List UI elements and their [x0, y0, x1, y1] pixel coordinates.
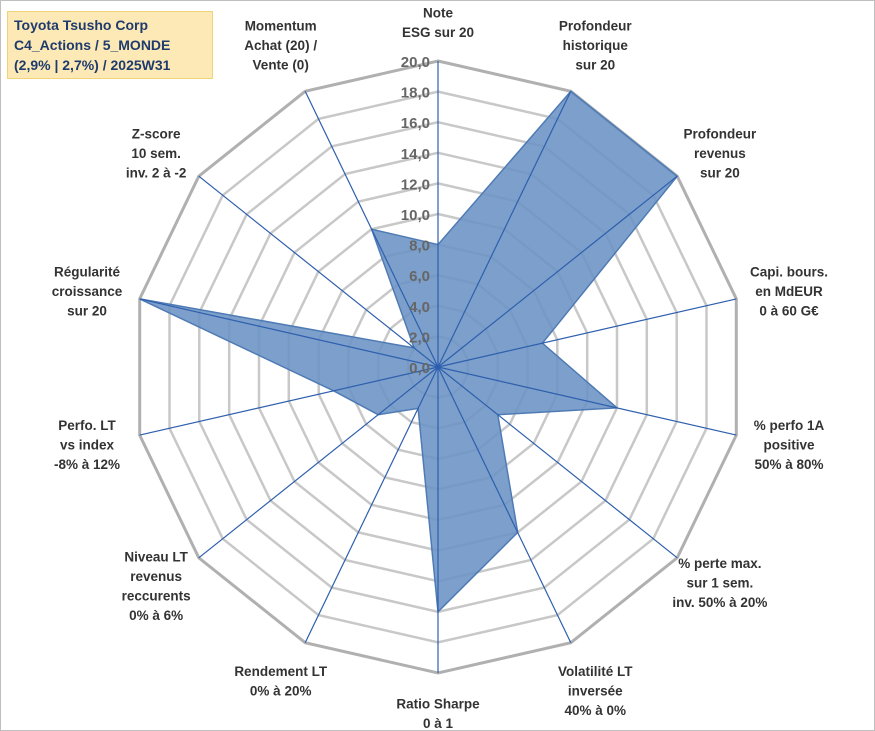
axis-label-11-line-1: croissance — [52, 284, 123, 299]
tick-label-5: 10,0 — [401, 207, 430, 224]
axis-label-2-line-1: revenus — [694, 146, 746, 161]
tick-label-6: 12,0 — [401, 176, 430, 193]
axis-label-10-line-0: Perfo. LT — [58, 418, 116, 433]
spoke-3 — [437, 298, 737, 368]
axis-label-0-line-1: ESG sur 20 — [402, 25, 474, 40]
spoke-10 — [139, 366, 439, 436]
axis-label-0-line-0: Note — [423, 6, 453, 21]
spoke-12 — [198, 175, 439, 368]
spoke-4 — [437, 366, 737, 436]
axis-label-4-line-1: positive — [763, 437, 815, 452]
tick-label-3: 6,0 — [409, 268, 430, 285]
title-line-company: Toyota Tsusho Corp — [14, 17, 149, 33]
data-point-9 — [377, 414, 379, 416]
axis-label-2-line-2: sur 20 — [700, 166, 740, 181]
chart-title-box: Toyota Tsusho Corp C4_Actions / 5_MONDE … — [7, 11, 213, 79]
data-point-2 — [676, 175, 678, 177]
axis-label-10-line-2: -8% à 12% — [54, 457, 120, 472]
axis-label-7: Ratio Sharpe 0 à 1 — [396, 697, 480, 731]
spoke-11 — [139, 298, 439, 368]
axis-label-2: Profondeur revenus sur 20 — [684, 127, 757, 181]
axis-label-6-line-1: inversée — [568, 684, 623, 699]
tick-label-7: 14,0 — [401, 146, 430, 163]
axis-label-12-line-0: Z-score — [132, 127, 181, 142]
axis-label-11-line-0: Régularité — [54, 265, 121, 280]
data-point-13 — [371, 228, 373, 230]
axis-label-10: Perfo. LT vs index -8% à 12% — [54, 418, 120, 472]
axis-label-9-line-3: 0% à 6% — [129, 608, 183, 623]
tick-label-10: 20,0 — [401, 54, 430, 71]
axis-label-11-line-2: sur 20 — [67, 304, 107, 319]
tick-label-0: 0,0 — [409, 360, 430, 377]
axis-label-1: Profondeur historique sur 20 — [559, 19, 632, 73]
axis-label-9-line-0: Niveau LT — [124, 549, 188, 564]
axis-label-9: Niveau LT revenus reccurents 0% à 6% — [122, 549, 191, 623]
axis-label-1-line-2: sur 20 — [575, 58, 615, 73]
data-point-7 — [437, 611, 439, 613]
data-point-3 — [541, 342, 543, 344]
axis-label-12-line-2: inv. 2 à -2 — [126, 166, 187, 181]
axis-label-10-line-1: vs index — [60, 437, 115, 452]
axis-label-5: % perte max. sur 1 sem. inv. 50% à 20% — [672, 556, 767, 610]
axis-label-9-line-1: revenus — [130, 569, 182, 584]
axis-label-1-line-0: Profondeur — [559, 19, 632, 34]
axis-label-13-line-2: Vente (0) — [253, 58, 309, 73]
axis-label-5-line-1: sur 1 sem. — [687, 575, 754, 590]
axis-label-7-line-0: Ratio Sharpe — [396, 697, 480, 712]
spoke-13 — [304, 91, 439, 368]
axis-label-8: Rendement LT 0% à 20% — [234, 664, 328, 699]
spoke-1 — [437, 91, 572, 368]
axis-label-6: Volatilité LT inversée 40% à 0% — [558, 664, 633, 718]
axis-label-6-line-0: Volatilité LT — [558, 664, 633, 679]
spoke-5 — [437, 366, 678, 559]
data-point-10 — [333, 390, 335, 392]
axis-label-5-line-2: inv. 50% à 20% — [672, 595, 767, 610]
axis-label-3: Capi. bours. en MdEUR 0 à 60 G€ — [750, 265, 828, 319]
axis-label-13: Momentum Achat (20) / Vente (0) — [244, 19, 317, 73]
tick-label-2: 4,0 — [409, 299, 430, 316]
tick-label-4: 8,0 — [409, 238, 430, 255]
axis-label-13-line-0: Momentum — [245, 19, 317, 34]
axis-label-3-line-0: Capi. bours. — [750, 265, 828, 280]
axis-label-9-line-2: reccurents — [122, 588, 191, 603]
data-point-5 — [497, 414, 499, 416]
axis-label-12-line-1: 10 sem. — [131, 146, 181, 161]
axis-label-1-line-1: historique — [563, 38, 629, 53]
axis-label-4-line-2: 50% à 80% — [754, 457, 823, 472]
tick-label-1: 2,0 — [409, 329, 430, 346]
data-point-11 — [139, 298, 141, 300]
spoke-2 — [437, 175, 678, 368]
axis-label-5-line-0: % perte max. — [678, 556, 761, 571]
axis-label-13-line-1: Achat (20) / — [244, 38, 317, 53]
title-line-category: C4_Actions / 5_MONDE — [14, 37, 171, 53]
data-point-8 — [417, 407, 419, 409]
axis-label-7-line-1: 0 à 1 — [423, 716, 454, 731]
spoke-6 — [437, 366, 572, 643]
data-point-12 — [413, 347, 415, 349]
axis-label-4-line-0: % perfo 1A — [754, 418, 825, 433]
tick-label-8: 16,0 — [401, 115, 430, 132]
spoke-8 — [304, 366, 439, 643]
axis-label-6-line-2: 40% à 0% — [565, 703, 627, 718]
data-point-4 — [616, 407, 618, 409]
data-point-6 — [517, 531, 519, 533]
axis-label-8-line-0: Rendement LT — [234, 664, 328, 679]
axis-label-4: % perfo 1A positive 50% à 80% — [754, 418, 825, 472]
axis-label-2-line-0: Profondeur — [684, 127, 757, 142]
axis-label-11: Régularité croissance sur 20 — [52, 265, 123, 319]
axis-label-3-line-1: en MdEUR — [755, 284, 823, 299]
axis-label-0: Note ESG sur 20 — [402, 6, 474, 41]
title-line-stats: (2,9% | 2,7%) / 2025W31 — [14, 57, 171, 73]
data-point-0 — [437, 244, 439, 246]
data-point-1 — [570, 90, 572, 92]
axis-label-8-line-1: 0% à 20% — [250, 684, 312, 699]
axis-label-12: Z-score 10 sem. inv. 2 à -2 — [126, 127, 187, 181]
spoke-9 — [198, 366, 439, 559]
tick-label-9: 18,0 — [401, 85, 430, 102]
axis-label-3-line-2: 0 à 60 G€ — [759, 304, 819, 319]
